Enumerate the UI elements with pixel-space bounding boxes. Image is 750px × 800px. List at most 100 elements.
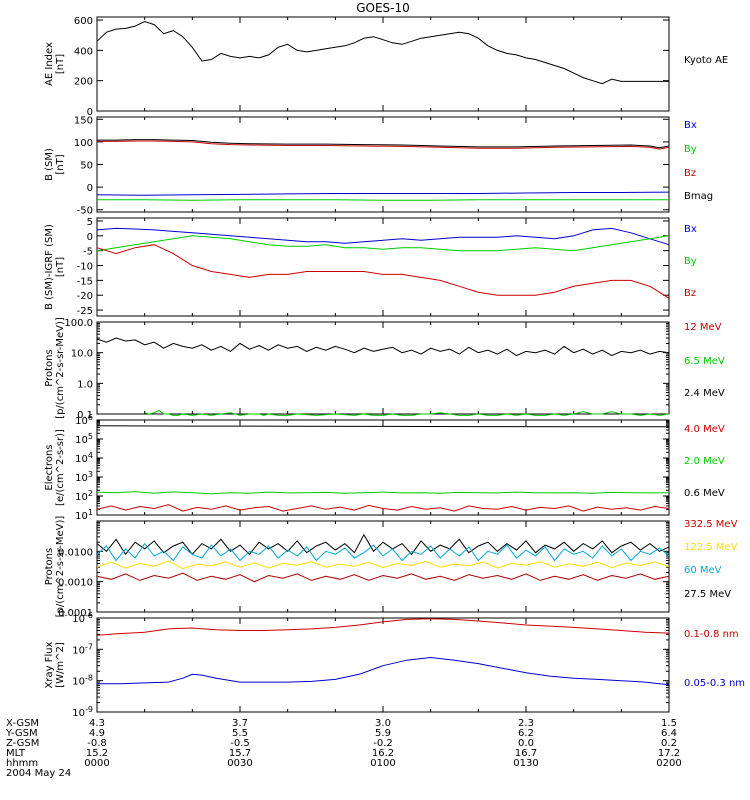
legend-label: 0.05-0.3 nm — [684, 678, 745, 689]
y-tick-label: 5 — [87, 217, 93, 228]
x-tick-value: 0.0 — [518, 738, 534, 749]
chart-title: GOES-10 — [356, 1, 410, 15]
panel-e: Electrons [e/(cm^2-s-sr)] 4.0 MeV 2.0 MeV 0.… — [44, 419, 725, 516]
y-tick-label: 103 — [75, 470, 93, 484]
y-tick-label: 106 — [75, 413, 93, 427]
y-tick-label: 400 — [74, 46, 93, 57]
panel-b: B (SM) [nT] Bx By Bz Bmag — [44, 116, 713, 213]
y-tick-label: 150 — [74, 115, 93, 126]
x-tick-value: 17.2 — [658, 748, 680, 759]
x-tick-value: 6.2 — [518, 728, 534, 739]
date-label: 2004 May 24 — [6, 768, 71, 779]
y-tick-label: 100 — [74, 138, 93, 149]
x-row-label: MLT — [6, 748, 26, 759]
series-line-bz — [96, 244, 670, 299]
series-line-2-0-mev — [96, 491, 670, 495]
panel-hp: Protons [p/(cm^2-s-sr-MeV)] 332.5 MeV 122.5… — [44, 516, 738, 618]
panel-frame — [96, 419, 670, 516]
series-line-0-6-mev — [96, 425, 670, 428]
y-tick-label: 600 — [74, 16, 93, 27]
y-axis-label: B (SM)-IGRF (SM) — [44, 224, 55, 310]
series-line-6-5-mev — [144, 409, 670, 416]
y-tick-label: 100.0 — [64, 318, 93, 329]
x-row-label: X-GSM — [6, 718, 39, 729]
y-axis-label: [nT] — [55, 54, 66, 74]
y-tick-label: 0.0010 — [58, 578, 93, 589]
series-line-bx — [96, 227, 670, 246]
y-tick-label: 10.0 — [71, 349, 93, 360]
y-tick-label: 1.0 — [77, 379, 93, 390]
y-tick-label: 105 — [75, 432, 93, 446]
y-tick-label: -25 — [77, 306, 93, 317]
y-axis-label: AE Index — [44, 42, 55, 86]
legend-label: Bx — [684, 224, 697, 235]
series-line-60-mev — [96, 560, 670, 570]
x-row-label: Y-GSM — [5, 728, 38, 739]
panel-frame — [96, 617, 670, 713]
y-axis-label: [nT] — [55, 154, 66, 174]
y-tick-label: 10-6 — [72, 611, 93, 625]
legend-label: 4.0 MeV — [684, 424, 725, 435]
series-line-12-mev — [96, 337, 670, 357]
x-tick-value: 0030 — [227, 758, 252, 769]
x-tick-value: 3.0 — [375, 718, 391, 729]
x-tick-value: 0200 — [656, 758, 681, 769]
y-tick-label: 0.1 — [77, 410, 93, 421]
series-line-bz — [97, 140, 670, 150]
panel-frame — [96, 321, 670, 415]
legend-label: 27.5 MeV — [684, 589, 731, 600]
y-tick-label: 0 — [87, 232, 93, 243]
legend-label: 12 MeV — [684, 322, 722, 333]
y-tick-label: 0.0001 — [58, 608, 93, 619]
legend-label: Kyoto AE — [684, 55, 728, 66]
x-tick-value: 4.9 — [89, 728, 105, 739]
x-tick-value: 15.7 — [229, 748, 251, 759]
x-row-label: Z-GSM — [6, 738, 39, 749]
x-tick-value: 16.2 — [372, 748, 394, 759]
panel-frame — [96, 116, 670, 213]
y-tick-label: 10-8 — [72, 674, 93, 688]
legend-label: 2.0 MeV — [684, 456, 725, 467]
x-tick-value: 0130 — [513, 758, 538, 769]
x-tick-value: -0.2 — [373, 738, 393, 749]
y-tick-label: 0 — [87, 183, 93, 194]
panel-x: Xray Flux [W/m^2] 0.1-0.8 nm 0.05-0.3 nm — [44, 617, 745, 713]
y-axis-label: Electrons — [44, 444, 55, 490]
y-tick-label: 104 — [75, 451, 93, 465]
x-row-label: hhmm — [6, 758, 38, 769]
legend-label: 6.5 MeV — [684, 356, 725, 367]
series-line-bx — [96, 191, 670, 196]
x-tick-value: -0.5 — [230, 738, 250, 749]
legend-label: Bz — [684, 168, 696, 179]
series-line-122-5-mev — [96, 542, 670, 562]
series-line-4-0-mev — [96, 504, 670, 512]
x-tick-value: 1.5 — [661, 718, 677, 729]
legend-label: 60 MeV — [684, 565, 722, 576]
x-tick-value: 0.2 — [661, 738, 677, 749]
x-tick-value: 6.4 — [661, 728, 677, 739]
y-axis-label: B (SM) — [44, 148, 55, 181]
y-tick-label: 10-7 — [72, 642, 93, 656]
y-axis-label: Xray Flux — [44, 641, 55, 688]
legend-label: 0.6 MeV — [684, 488, 725, 499]
y-tick-label: -5 — [83, 247, 93, 258]
y-tick-label: 10-9 — [72, 705, 93, 719]
y-tick-label: -10 — [77, 262, 93, 273]
y-tick-label: 102 — [75, 489, 93, 503]
panel-db: B (SM)-IGRF (SM) [nT] Bx By Bz — [44, 217, 697, 317]
series-line-27-5-mev — [96, 572, 670, 583]
y-axis-label: [p/(cm^2-s-sr-MeV)] — [55, 516, 66, 618]
y-tick-label: 0 — [87, 107, 93, 118]
y-axis-label: [W/m^2] — [55, 642, 66, 688]
panel-frame — [96, 16, 670, 112]
legend-label: Bmag — [684, 191, 713, 202]
y-tick-label: 0.0100 — [58, 547, 93, 558]
series-line-bmag — [97, 139, 670, 149]
legend-label: Bx — [684, 120, 697, 131]
x-tick-value: 5.9 — [375, 728, 391, 739]
y-axis-label: [p/(cm^2-s-sr-MeV)] — [55, 317, 66, 419]
series-line-0-05-0-3-nm — [97, 656, 670, 686]
series-line-by — [96, 235, 670, 252]
